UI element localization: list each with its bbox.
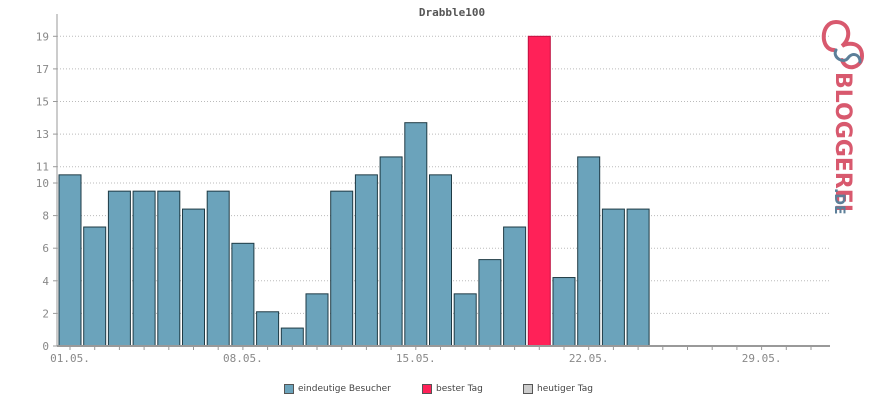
bar-best-day: [527, 35, 551, 347]
bar: [453, 293, 477, 347]
bar: [206, 190, 230, 347]
legend-item-today: heutiger Tag: [523, 384, 593, 394]
x-tick-labels: 01.05. 08.05. 15.05. 22.05. 29.05.: [50, 352, 781, 365]
x-tick-label: 29.05.: [742, 352, 782, 365]
bloggerei-logo: BLOGGEREI .DE: [812, 16, 868, 216]
y-tick-label: 2: [42, 307, 49, 320]
bar: [231, 242, 255, 347]
bar: [83, 226, 107, 347]
x-tick-label: 15.05.: [396, 352, 436, 365]
y-tick-label: 11: [36, 161, 49, 174]
y-tick-label: 15: [36, 96, 49, 109]
bar: [107, 190, 131, 347]
bar: [280, 327, 304, 347]
legend: eindeutige Besucher bester Tag heutiger …: [0, 384, 870, 398]
y-tick-label: 17: [36, 63, 49, 76]
legend-swatch-best-day: [422, 384, 432, 394]
bar: [552, 277, 576, 347]
bar: [256, 311, 280, 347]
legend-item-best-day: bester Tag: [422, 384, 483, 394]
y-tick-label: 19: [36, 30, 49, 43]
legend-swatch-visitors: [284, 384, 294, 394]
x-tick-label: 08.05.: [223, 352, 263, 365]
bar: [478, 259, 502, 347]
y-tick-label: 13: [36, 128, 49, 141]
bar: [601, 208, 625, 347]
y-tick-labels: 0 2 4 6 8 10 11 13 15 17 19: [36, 30, 57, 353]
legend-swatch-today: [523, 384, 533, 394]
logo-suffix: .DE: [831, 188, 847, 215]
x-tick-label: 22.05.: [569, 352, 609, 365]
bar: [404, 122, 428, 347]
y-tick-label: 0: [42, 340, 49, 353]
bloggerei-logo-icon: BLOGGEREI .DE: [821, 19, 865, 215]
logo-wordmark: BLOGGEREI: [830, 72, 855, 212]
bar: [429, 174, 452, 347]
bar: [305, 293, 329, 347]
y-tick-label: 4: [42, 275, 49, 288]
legend-label-visitors: eindeutige Besucher: [298, 384, 391, 394]
y-tick-label: 6: [42, 242, 49, 255]
x-tick-label: 01.05.: [50, 352, 90, 365]
bar: [132, 190, 156, 347]
axes: [56, 14, 830, 350]
bar: [330, 190, 354, 347]
legend-item-visitors: eindeutige Besucher: [284, 384, 391, 394]
bar: [58, 174, 82, 347]
y-tick-label: 10: [36, 177, 49, 190]
chart-title: Drabble100: [419, 6, 485, 19]
bar: [157, 190, 181, 347]
bar: [577, 156, 601, 347]
bars: [58, 35, 650, 347]
bar: [503, 226, 527, 347]
bar: [379, 156, 403, 347]
bar: [354, 174, 378, 347]
bar: [626, 208, 650, 347]
bar: [182, 208, 205, 347]
y-tick-label: 8: [42, 210, 49, 223]
legend-label-today: heutiger Tag: [537, 384, 594, 394]
legend-label-best-day: bester Tag: [436, 384, 483, 394]
